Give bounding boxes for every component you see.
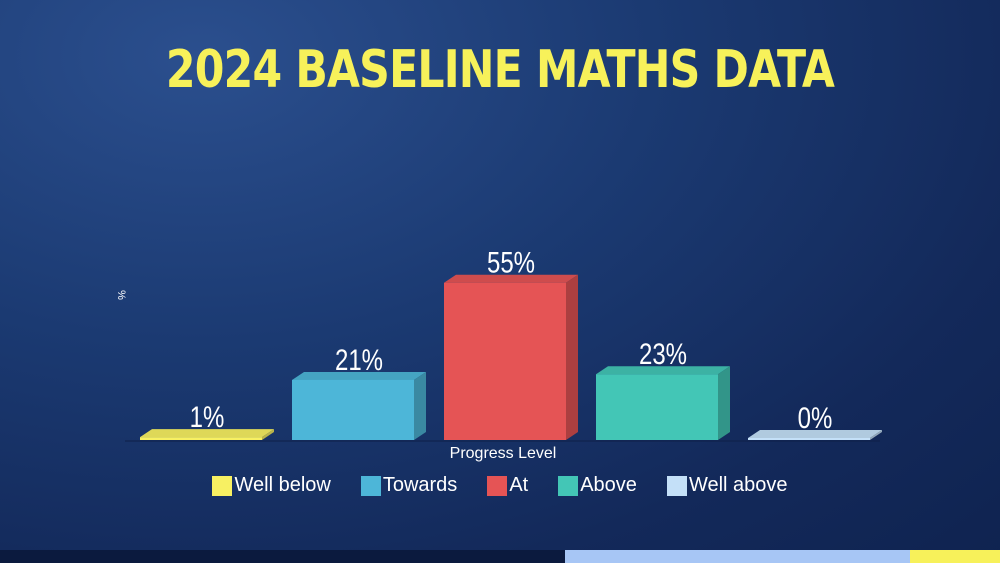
chart-title: 2024 BASELINE MATHS DATA [165, 40, 835, 100]
data-label: 0% [798, 400, 833, 434]
legend-swatch [487, 475, 508, 496]
legend-label: Above [580, 474, 637, 496]
legend-item: Well below [212, 474, 331, 497]
legend-label: Well below [234, 474, 331, 496]
bar-well-below [140, 437, 262, 440]
legend-swatch [666, 475, 687, 496]
legend-item: At [487, 474, 528, 497]
legend-label: Towards [382, 474, 458, 496]
bar-side-face [870, 430, 882, 440]
bar-towards [292, 379, 414, 440]
legend-label: Well above [688, 474, 788, 496]
bar-top-face [292, 371, 426, 380]
footer-stripe-dark [0, 550, 565, 563]
bar-top-face [748, 430, 882, 438]
bar-top-face [444, 274, 578, 283]
chart-legend: Well below Towards At Above Well above [0, 474, 1000, 497]
bar-above [596, 374, 718, 440]
bar-top-face [140, 429, 274, 438]
data-label: 1% [190, 400, 225, 434]
footer-stripe-blue [565, 550, 910, 563]
x-axis-label: Progress Level [450, 445, 557, 462]
bar-side-face [262, 429, 274, 440]
data-label: 21% [335, 342, 383, 376]
footer-stripe-yellow [910, 550, 1000, 563]
data-label: 55% [487, 245, 535, 279]
legend-item: Above [558, 474, 637, 497]
bar-at [444, 282, 566, 440]
legend-swatch [212, 475, 233, 496]
data-label: 23% [639, 337, 687, 371]
legend-swatch [558, 475, 579, 496]
bar-side-face [566, 274, 578, 440]
y-axis-label: % [115, 290, 127, 300]
bar-well-above [748, 438, 870, 440]
legend-item: Towards [360, 474, 458, 497]
legend-swatch [360, 475, 381, 496]
bar-side-face [414, 371, 426, 440]
bar-side-face [718, 366, 730, 440]
bar-top-face [596, 366, 730, 375]
legend-item: Well above [666, 474, 788, 497]
legend-label: At [509, 474, 529, 496]
